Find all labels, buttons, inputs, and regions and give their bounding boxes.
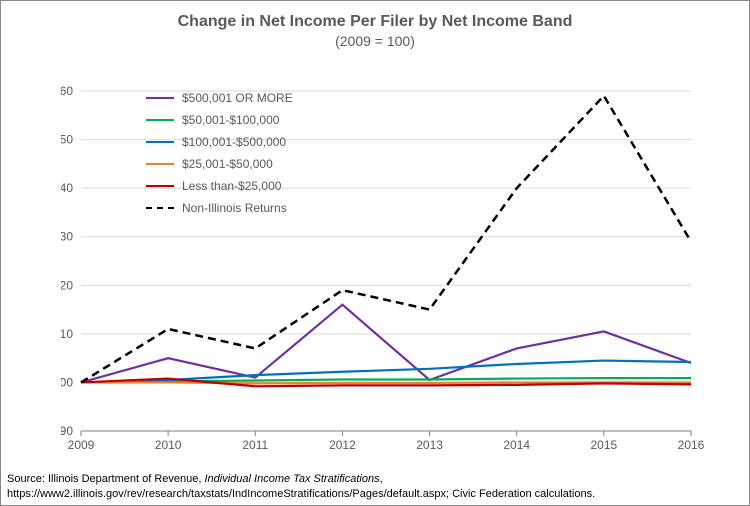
chart-subtitle: (2009 = 100) [1,33,749,49]
chart-title: Change in Net Income Per Filer by Net In… [1,13,749,31]
source-comma: , [380,473,383,485]
legend-swatch [146,141,174,143]
legend-label: Less than-$25,000 [182,179,281,193]
legend-label: $50,001-$100,000 [182,113,279,127]
legend-swatch [146,119,174,121]
legend-label: $100,001-$500,000 [182,135,286,149]
svg-text:140: 140 [61,181,73,195]
svg-text:2011: 2011 [242,438,268,451]
svg-text:130: 130 [61,230,73,244]
legend-item: $50,001-$100,000 [146,113,293,127]
legend-swatch [146,163,174,165]
svg-text:2012: 2012 [329,438,356,451]
svg-text:100: 100 [61,375,73,389]
source-citation: Source: Illinois Department of Revenue, … [7,472,747,501]
legend-label: $25,001-$50,000 [182,157,273,171]
svg-text:90: 90 [61,424,73,438]
chart-container: Change in Net Income Per Filer by Net In… [0,0,750,506]
svg-text:2013: 2013 [416,438,443,451]
svg-text:2016: 2016 [678,438,705,451]
source-prefix: Source: Illinois Department of Revenue, [7,473,205,485]
svg-text:2014: 2014 [503,438,530,451]
svg-text:2015: 2015 [591,438,618,451]
legend-item: $25,001-$50,000 [146,157,293,171]
legend-item: $500,001 OR MORE [146,91,293,105]
legend-item: Non-Illinois Returns [146,201,293,215]
legend-swatch [146,207,174,209]
svg-text:120: 120 [61,278,73,292]
title-area: Change in Net Income Per Filer by Net In… [1,1,749,49]
source-url: https://www2.illinois.gov/rev/research/t… [7,488,595,500]
legend-item: Less than-$25,000 [146,179,293,193]
legend-swatch [146,185,174,187]
legend-label: $500,001 OR MORE [182,91,293,105]
legend: $500,001 OR MORE $50,001-$100,000 $100,001… [146,91,293,223]
svg-text:150: 150 [61,133,73,147]
plot-area: 90 100 110 120 130 140 150 160 2009 2010 2011 2012 2… [61,71,711,451]
svg-text:2010: 2010 [155,438,182,451]
source-doc-title: Individual Income Tax Stratifications [205,473,380,485]
legend-swatch [146,97,174,99]
legend-label: Non-Illinois Returns [182,201,287,215]
legend-item: $100,001-$500,000 [146,135,293,149]
svg-text:110: 110 [61,327,73,341]
svg-text:160: 160 [61,84,73,98]
svg-text:2009: 2009 [68,438,95,451]
